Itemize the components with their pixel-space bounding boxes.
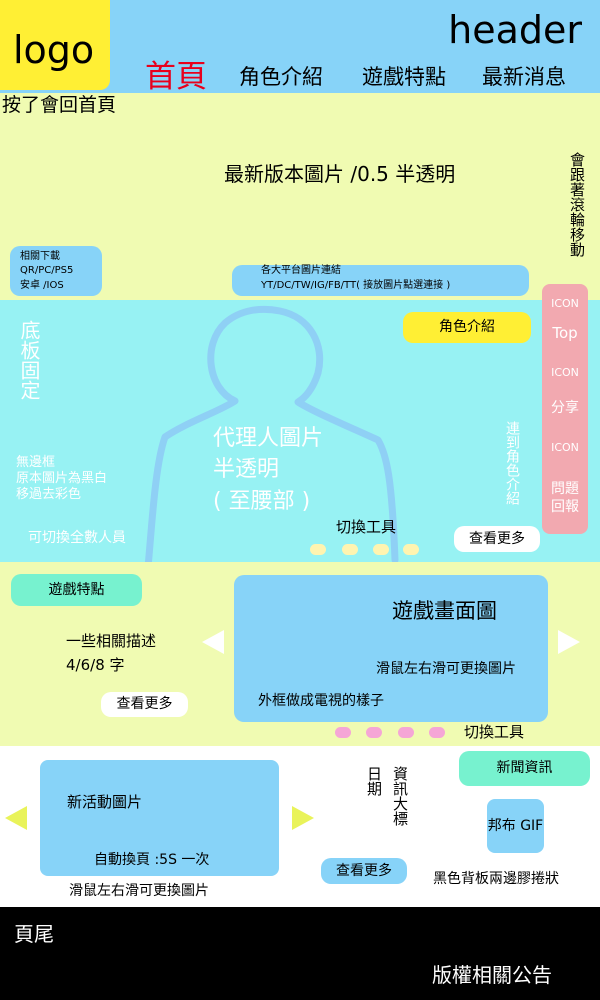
features-more-button[interactable]: 查看更多 bbox=[101, 692, 188, 717]
footer-title: 頁尾 bbox=[14, 922, 54, 946]
board-note: 黑色背板兩邊膠捲狀 bbox=[433, 871, 559, 887]
switch-dot[interactable] bbox=[335, 727, 351, 738]
hero-banner-text: 最新版本圖片 /0.5 半透明 bbox=[224, 162, 456, 186]
agent-silhouette bbox=[144, 305, 399, 570]
features-switch-dots[interactable] bbox=[335, 727, 447, 739]
share-button[interactable]: 分享 bbox=[551, 400, 579, 416]
switch-tool-label: 切換工具 bbox=[336, 518, 397, 536]
news-next-arrow[interactable] bbox=[292, 806, 314, 830]
event-card[interactable] bbox=[40, 760, 279, 876]
prev-arrow[interactable] bbox=[202, 630, 224, 654]
slide-note: 滑鼠左右滑可更換圖片 bbox=[69, 883, 209, 899]
scroll-note: 會跟著滾輪移動 bbox=[568, 152, 586, 257]
features-desc-1: 一些相關描述 bbox=[66, 632, 157, 650]
logo-text: logo bbox=[13, 28, 95, 72]
news-headline: 資訊大標 bbox=[391, 766, 409, 826]
switch-dot[interactable] bbox=[310, 544, 326, 555]
copyright-link[interactable]: 版權相關公告 bbox=[432, 963, 552, 987]
agent-text-line1: 代理人圖片 bbox=[213, 426, 324, 451]
link-note: 連到角色介紹 bbox=[504, 421, 520, 505]
game-screen[interactable] bbox=[234, 575, 548, 722]
event-title: 新活動圖片 bbox=[67, 793, 143, 811]
share-icon: ICON bbox=[551, 366, 579, 379]
game-screen-note-1: 滑鼠左右滑可更換圖片 bbox=[376, 661, 516, 677]
logo-note: 按了會回首頁 bbox=[2, 94, 117, 116]
switch-dot[interactable] bbox=[429, 727, 445, 738]
features-switch-label: 切換工具 bbox=[464, 723, 525, 741]
nav-characters[interactable]: 角色介紹 bbox=[239, 65, 323, 89]
download-box[interactable]: 相關下載 QR/PC/PS5 安卓 /IOS bbox=[10, 246, 102, 296]
role-intro-button[interactable]: 角色介紹 bbox=[403, 312, 531, 343]
game-screen-title: 遊戲畫面圖 bbox=[392, 599, 497, 623]
nav-news[interactable]: 最新消息 bbox=[482, 65, 566, 89]
features-desc-2: 4/6/8 字 bbox=[66, 656, 125, 674]
report-icon: ICON bbox=[551, 441, 579, 454]
footer bbox=[0, 907, 600, 1000]
game-screen-note-2: 外框做成電視的樣子 bbox=[258, 693, 384, 709]
news-prev-arrow[interactable] bbox=[5, 806, 27, 830]
platform-links-list: YT/DC/TW/IG/FB/TT( 接放圖片點選連接 ) bbox=[261, 280, 451, 291]
header-title: header bbox=[448, 8, 582, 52]
character-more-button[interactable]: 查看更多 bbox=[454, 526, 540, 552]
download-mobile: 安卓 /IOS bbox=[20, 280, 64, 291]
nav-features[interactable]: 遊戲特點 bbox=[362, 65, 446, 89]
logo[interactable] bbox=[0, 0, 110, 90]
next-arrow[interactable] bbox=[558, 630, 580, 654]
report-button[interactable]: 問題回報 bbox=[551, 481, 579, 515]
features-tag: 遊戲特點 bbox=[11, 574, 142, 606]
news-tag[interactable]: 新聞資訊 bbox=[459, 751, 590, 786]
switch-dot[interactable] bbox=[342, 544, 358, 555]
nav-home[interactable]: 首頁 bbox=[145, 59, 207, 95]
switch-dot[interactable] bbox=[403, 544, 419, 555]
no-border-note-2: 原本圖片為黑白 bbox=[16, 471, 108, 486]
switch-all-note: 可切換全數人員 bbox=[28, 530, 126, 546]
platform-links[interactable]: 各大平台圖片連結 YT/DC/TW/IG/FB/TT( 接放圖片點選連接 ) bbox=[232, 265, 529, 296]
switch-dot[interactable] bbox=[366, 727, 382, 738]
agent-text-line2: 半透明 bbox=[213, 457, 280, 482]
news-more-button[interactable]: 查看更多 bbox=[321, 858, 407, 884]
no-border-note-1: 無邊框 bbox=[16, 455, 56, 470]
event-note: 自動換頁 :5S 一次 bbox=[94, 852, 210, 868]
switch-dot[interactable] bbox=[398, 727, 414, 738]
side-panel bbox=[542, 284, 588, 534]
news-date: 日期 bbox=[365, 766, 383, 796]
top-button[interactable]: Top bbox=[552, 324, 578, 342]
character-switch-dots[interactable] bbox=[310, 543, 420, 557]
no-border-note-3: 移過去彩色 bbox=[16, 487, 82, 502]
agent-text-line3: ( 至腰部 ) bbox=[213, 489, 311, 514]
download-platforms: QR/PC/PS5 bbox=[20, 265, 74, 276]
top-icon: ICON bbox=[551, 297, 579, 310]
fixed-note: 底板固定 bbox=[17, 320, 41, 400]
download-label: 相關下載 bbox=[20, 251, 60, 262]
character-section bbox=[0, 300, 600, 562]
platform-links-title: 各大平台圖片連結 bbox=[261, 265, 341, 276]
switch-dot[interactable] bbox=[373, 544, 389, 555]
gif-box: 邦布 GIF bbox=[487, 799, 544, 853]
